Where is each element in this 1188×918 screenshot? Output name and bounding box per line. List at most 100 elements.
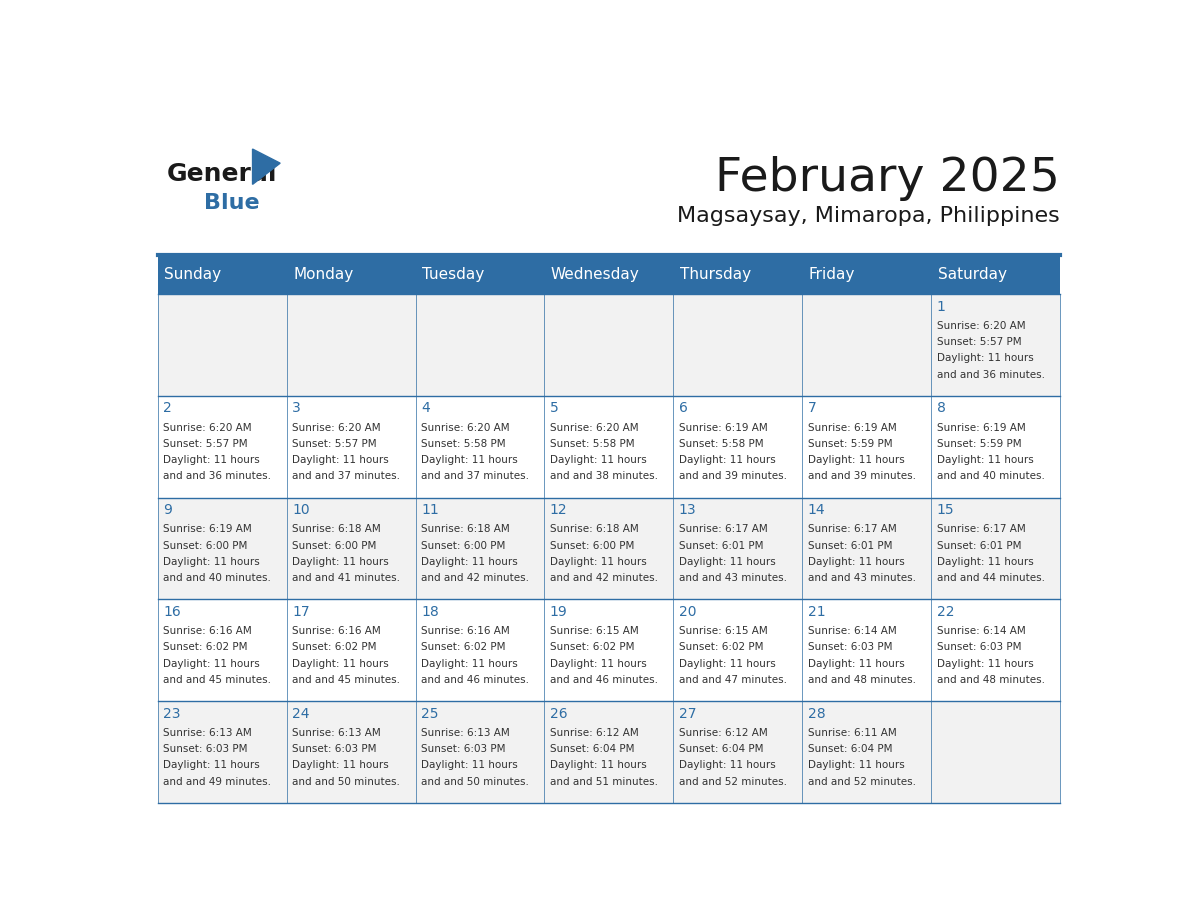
Text: 17: 17 [292,605,310,619]
Text: Sunset: 6:03 PM: Sunset: 6:03 PM [163,744,248,755]
FancyBboxPatch shape [674,701,802,803]
Text: 23: 23 [163,707,181,721]
Text: Sunrise: 6:13 AM: Sunrise: 6:13 AM [421,728,510,738]
Text: Sunrise: 6:16 AM: Sunrise: 6:16 AM [292,626,381,636]
Text: Daylight: 11 hours: Daylight: 11 hours [550,659,646,668]
Text: Sunrise: 6:20 AM: Sunrise: 6:20 AM [550,422,639,432]
Text: 24: 24 [292,707,310,721]
Text: 12: 12 [550,503,568,517]
Text: 22: 22 [936,605,954,619]
Text: Wednesday: Wednesday [551,267,639,282]
Text: Sunset: 5:57 PM: Sunset: 5:57 PM [936,337,1022,347]
FancyBboxPatch shape [158,255,286,294]
Text: Sunrise: 6:15 AM: Sunrise: 6:15 AM [550,626,639,636]
Text: Daylight: 11 hours: Daylight: 11 hours [936,455,1034,465]
Text: Sunrise: 6:11 AM: Sunrise: 6:11 AM [808,728,897,738]
FancyBboxPatch shape [544,498,674,599]
Text: Blue: Blue [204,194,259,214]
Text: Sunset: 6:00 PM: Sunset: 6:00 PM [421,541,505,551]
Text: Sunset: 6:01 PM: Sunset: 6:01 PM [808,541,892,551]
FancyBboxPatch shape [802,396,931,498]
Text: Daylight: 11 hours: Daylight: 11 hours [292,557,388,567]
Text: and and 40 minutes.: and and 40 minutes. [936,471,1044,481]
Text: Daylight: 11 hours: Daylight: 11 hours [808,760,904,770]
Text: Daylight: 11 hours: Daylight: 11 hours [678,760,776,770]
Text: 9: 9 [163,503,172,517]
Text: Sunrise: 6:19 AM: Sunrise: 6:19 AM [678,422,767,432]
Text: and and 42 minutes.: and and 42 minutes. [421,573,529,583]
Text: Daylight: 11 hours: Daylight: 11 hours [936,557,1034,567]
Text: Daylight: 11 hours: Daylight: 11 hours [163,760,260,770]
FancyBboxPatch shape [802,498,931,599]
Text: Sunset: 6:04 PM: Sunset: 6:04 PM [808,744,892,755]
FancyBboxPatch shape [674,498,802,599]
FancyBboxPatch shape [286,396,416,498]
Text: Sunrise: 6:13 AM: Sunrise: 6:13 AM [292,728,381,738]
Text: 25: 25 [421,707,438,721]
Text: Daylight: 11 hours: Daylight: 11 hours [678,455,776,465]
FancyBboxPatch shape [802,599,931,701]
Text: Saturday: Saturday [937,267,1006,282]
Text: Sunset: 6:02 PM: Sunset: 6:02 PM [292,643,377,653]
FancyBboxPatch shape [802,255,931,294]
Text: Thursday: Thursday [680,267,751,282]
Text: 2: 2 [163,401,172,415]
FancyBboxPatch shape [802,294,931,396]
Text: Daylight: 11 hours: Daylight: 11 hours [292,760,388,770]
Text: Sunrise: 6:15 AM: Sunrise: 6:15 AM [678,626,767,636]
Text: Sunrise: 6:20 AM: Sunrise: 6:20 AM [421,422,510,432]
Text: and and 45 minutes.: and and 45 minutes. [163,675,271,685]
Text: Daylight: 11 hours: Daylight: 11 hours [936,659,1034,668]
Text: and and 37 minutes.: and and 37 minutes. [292,471,400,481]
FancyBboxPatch shape [544,599,674,701]
Text: Sunset: 6:00 PM: Sunset: 6:00 PM [292,541,377,551]
Text: and and 47 minutes.: and and 47 minutes. [678,675,786,685]
Text: Sunrise: 6:14 AM: Sunrise: 6:14 AM [936,626,1025,636]
FancyBboxPatch shape [416,599,544,701]
FancyBboxPatch shape [931,255,1060,294]
FancyBboxPatch shape [416,294,544,396]
Text: Sunrise: 6:19 AM: Sunrise: 6:19 AM [936,422,1025,432]
Text: 28: 28 [808,707,826,721]
Text: Tuesday: Tuesday [422,267,485,282]
Text: and and 40 minutes.: and and 40 minutes. [163,573,271,583]
FancyBboxPatch shape [931,294,1060,396]
Text: and and 52 minutes.: and and 52 minutes. [808,777,916,787]
Text: 5: 5 [550,401,558,415]
FancyBboxPatch shape [544,701,674,803]
FancyBboxPatch shape [931,599,1060,701]
Text: Sunset: 6:02 PM: Sunset: 6:02 PM [421,643,506,653]
Text: 14: 14 [808,503,826,517]
Text: 3: 3 [292,401,301,415]
Text: and and 51 minutes.: and and 51 minutes. [550,777,658,787]
Text: 1: 1 [936,299,946,314]
FancyBboxPatch shape [158,294,286,396]
Text: Daylight: 11 hours: Daylight: 11 hours [936,353,1034,364]
Text: 18: 18 [421,605,438,619]
Text: and and 36 minutes.: and and 36 minutes. [936,370,1044,379]
FancyBboxPatch shape [158,599,286,701]
Text: and and 36 minutes.: and and 36 minutes. [163,471,271,481]
Text: and and 39 minutes.: and and 39 minutes. [808,471,916,481]
Text: and and 48 minutes.: and and 48 minutes. [936,675,1044,685]
Text: 6: 6 [678,401,688,415]
Text: Friday: Friday [809,267,855,282]
FancyBboxPatch shape [416,396,544,498]
FancyBboxPatch shape [416,255,544,294]
Text: Sunrise: 6:20 AM: Sunrise: 6:20 AM [292,422,381,432]
Text: Sunday: Sunday [164,267,221,282]
Text: 19: 19 [550,605,568,619]
Text: Sunset: 6:03 PM: Sunset: 6:03 PM [808,643,892,653]
FancyBboxPatch shape [286,701,416,803]
Text: Sunset: 6:00 PM: Sunset: 6:00 PM [163,541,247,551]
Text: Daylight: 11 hours: Daylight: 11 hours [163,659,260,668]
Text: and and 43 minutes.: and and 43 minutes. [678,573,786,583]
Text: Daylight: 11 hours: Daylight: 11 hours [550,557,646,567]
Text: Sunset: 6:02 PM: Sunset: 6:02 PM [550,643,634,653]
Text: Sunset: 6:03 PM: Sunset: 6:03 PM [292,744,377,755]
Text: Daylight: 11 hours: Daylight: 11 hours [808,557,904,567]
Text: 4: 4 [421,401,430,415]
Text: Sunrise: 6:20 AM: Sunrise: 6:20 AM [163,422,252,432]
Text: and and 48 minutes.: and and 48 minutes. [808,675,916,685]
FancyBboxPatch shape [931,396,1060,498]
